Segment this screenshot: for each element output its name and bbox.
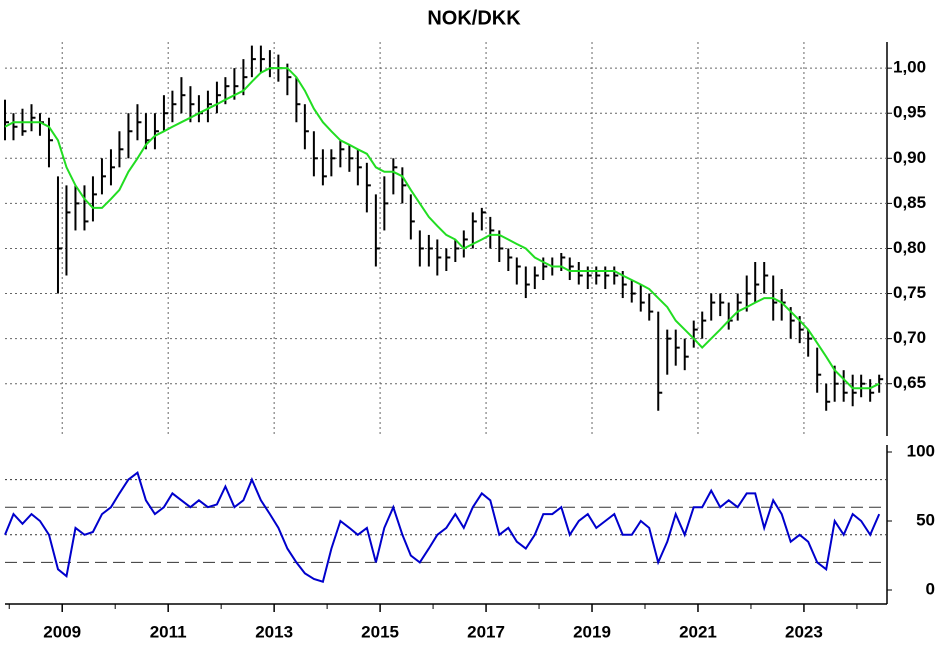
y-tick-label: 100 [907,441,935,460]
x-tick-label: 2009 [43,622,81,641]
y-tick-label: 0,95 [893,103,926,122]
x-tick-label: 2023 [785,622,823,641]
x-tick-label: 2013 [255,622,293,641]
y-tick-label: 1,00 [893,58,926,77]
x-tick-label: 2015 [361,622,399,641]
x-tick-label: 2021 [679,622,717,641]
chart-title: NOK/DKK [427,7,521,29]
indicator-line [4,471,881,583]
y-tick-label: 50 [916,510,935,529]
x-tick-label: 2017 [467,622,505,641]
y-tick-label: 0,65 [893,373,926,392]
y-tick-label: 0,75 [893,283,926,302]
moving-average [4,67,880,390]
y-tick-label: 0 [926,579,935,598]
y-tick-label: 0,80 [893,238,926,257]
y-tick-label: 0,70 [893,328,926,347]
x-tick-label: 2011 [150,622,187,641]
y-tick-label: 0,85 [893,193,926,212]
y-tick-label: 0,90 [893,148,926,167]
x-tick-label: 2019 [573,622,611,641]
